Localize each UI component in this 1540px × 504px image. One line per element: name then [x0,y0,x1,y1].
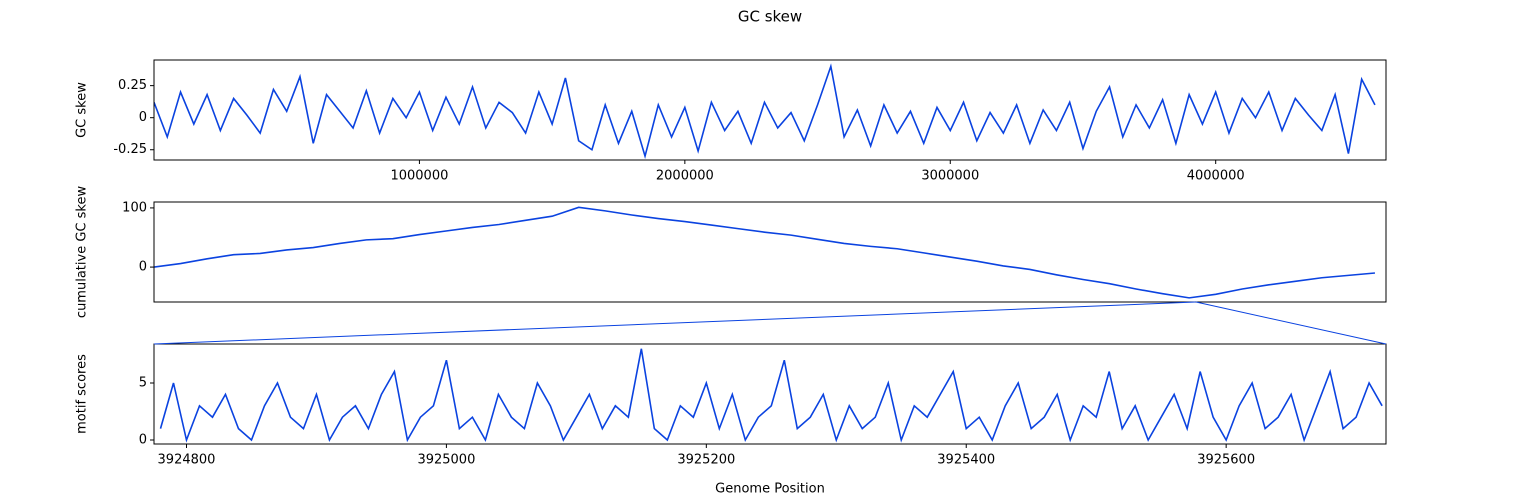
y-tick-label: 5 [139,375,147,390]
x-tick-label: 1000000 [390,169,448,184]
y-tick-label: 0 [139,110,147,125]
data-line [154,63,1376,160]
data-line [154,206,1376,299]
plot-frame [153,59,1387,161]
y-tick-label: 0.25 [118,78,147,93]
x-tick-label: 3924800 [158,453,216,468]
y-tick-label: 0 [139,260,147,275]
x-axis-label: Genome Position [715,482,825,497]
data-line [159,348,1383,443]
zoom-connector [153,301,1196,345]
panel: -0.25 0 0.25 1000000 2000000 3000000 4000000 GC… [75,59,1387,184]
x-tick-label: 3925400 [937,453,995,468]
panel: 0 5 3924800 3925000 3925200 3925400 3925600 mot… [75,343,1387,497]
x-tick-label: 3925000 [417,453,475,468]
x-tick-label: 3925200 [677,453,735,468]
x-tick-label: 3000000 [921,169,979,184]
zoom-connector [1195,301,1387,345]
y-axis-label: motif scores [75,354,90,434]
y-axis-label: GC skew [75,82,90,138]
x-tick-label: 3925600 [1197,453,1255,468]
panel: 0 100 cumulative GC skew [75,186,1387,319]
plot-frame [153,343,1387,445]
figure-title: GC skew [738,8,802,26]
y-axis-label: cumulative GC skew [75,186,90,319]
x-tick-label: 4000000 [1187,169,1245,184]
y-tick-label: -0.25 [113,142,147,157]
plot-frame [153,201,1387,303]
y-tick-label: 100 [122,200,147,215]
x-tick-label: 2000000 [656,169,714,184]
y-tick-label: 0 [139,433,147,448]
